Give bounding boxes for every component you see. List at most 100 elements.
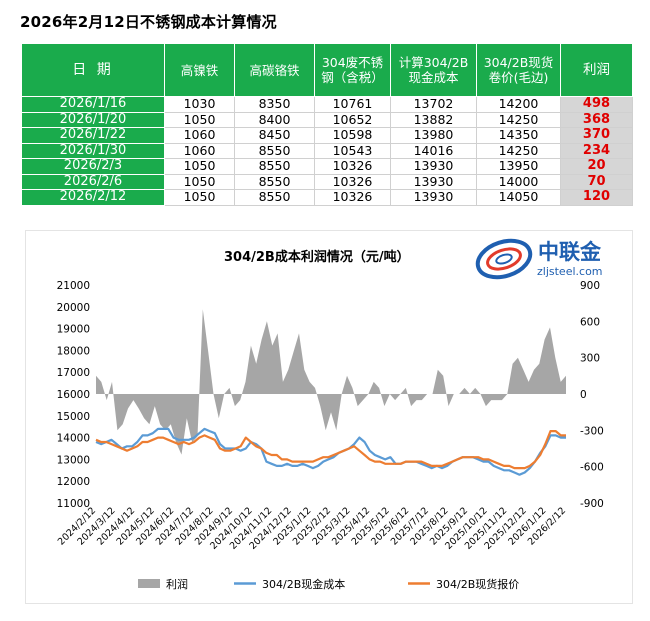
cost-table: 日 期 高镍铁 高碳铬铁 304废不锈钢（含税） 计算304/2B现金成本 30… [21,43,633,206]
table-cell: 13702 [390,96,477,113]
table-row: 2026/1/16 1030 8350 10761 13702 14200 498 [21,96,633,113]
chart-title: 304/2B成本利润情况（元/吨） [224,249,410,265]
cell-profit: 498 [560,96,633,113]
legend: 利润 304/2B现金成本 304/2B现货报价 [138,577,519,591]
table-row: 2026/2/6 1050 8550 10326 13930 14000 70 [21,173,633,190]
header-high-carbon-ferrochrome: 高碳铬铁 [234,43,315,97]
table-cell: 14350 [476,127,561,144]
table-cell: 14000 [476,173,561,190]
table-cell: 8350 [234,96,315,113]
table-cell: 10326 [314,158,391,175]
table-cell: 14200 [476,96,561,113]
y-left-tick-label: 19000 [57,324,90,336]
table-cell: 8550 [234,189,315,206]
cell-profit: 234 [560,142,633,159]
table-cell: 14250 [476,111,561,128]
table-cell: 1050 [164,111,235,128]
y-right-tick-label: 900 [580,280,600,292]
table-cell: 10326 [314,189,391,206]
cost-profit-chart: 304/2B成本利润情况（元/吨） 中联金 zljsteel.com 21000… [56,238,604,591]
table-cell: 10326 [314,173,391,190]
y-left-tick-label: 15000 [57,411,90,423]
table-cell: 10543 [314,142,391,159]
table-cell: 13980 [390,127,477,144]
table-cell: 8400 [234,111,315,128]
cell-date: 2026/1/16 [21,96,165,113]
table-cell: 14050 [476,189,561,206]
table-row: 2026/2/3 1050 8550 10326 13930 13950 20 [21,158,633,175]
header-high-nickel-iron: 高镍铁 [164,43,235,97]
cell-date: 2026/1/22 [21,127,165,144]
cell-date: 2026/1/30 [21,142,165,159]
legend-label: 利润 [166,577,188,591]
legend-label: 304/2B现货报价 [436,577,519,591]
table-cell: 13930 [390,173,477,190]
table-cell: 13930 [390,189,477,206]
y-left-tick-label: 14000 [57,433,90,445]
cell-profit: 70 [560,173,633,190]
legend-item-profit: 利润 [138,577,188,591]
table-cell: 13882 [390,111,477,128]
logo-name: 中联金 [538,240,602,264]
y-left-tick-label: 17000 [57,367,90,379]
table-cell: 1050 [164,158,235,175]
header-profit: 利润 [560,43,633,97]
y-right-tick-label: -900 [580,498,604,510]
series-profit-area [96,309,566,455]
table-cell: 14250 [476,142,561,159]
legend-label: 304/2B现金成本 [262,577,345,591]
cell-date: 2026/1/20 [21,111,165,128]
y-left-tick-label: 13000 [57,454,90,466]
legend-item-price: 304/2B现货报价 [408,577,519,591]
cell-profit: 370 [560,127,633,144]
table-cell: 1030 [164,96,235,113]
cell-profit: 120 [560,189,633,206]
table-cell: 1060 [164,142,235,159]
table-header-row: 日 期 高镍铁 高碳铬铁 304废不锈钢（含税） 计算304/2B现金成本 30… [21,43,633,97]
legend-swatch [138,579,160,588]
y-left-tick-label: 12000 [57,476,90,488]
cell-profit: 368 [560,111,633,128]
y-left-tick-label: 16000 [57,389,90,401]
y-left-tick-label: 20000 [57,302,90,314]
table-cell: 1050 [164,189,235,206]
cell-date: 2026/2/6 [21,173,165,190]
y-right-tick-label: 0 [580,389,587,401]
table-cell: 1050 [164,173,235,190]
table-row: 2026/1/30 1060 8550 10543 14016 14250 234 [21,142,633,159]
cell-date: 2026/2/12 [21,189,165,206]
page-title: 2026年2月12日不锈钢成本计算情况 [20,13,277,31]
table-cell: 1060 [164,127,235,144]
chart-container: 304/2B成本利润情况（元/吨） 中联金 zljsteel.com 21000… [25,230,633,604]
y-left-tick-label: 21000 [57,280,90,292]
table-cell: 8550 [234,158,315,175]
table-cell: 8450 [234,127,315,144]
series-price-line [95,430,566,470]
table-cell: 10652 [314,111,391,128]
header-spot-price: 304/2B现货卷价(毛边) [476,43,561,97]
table-cell: 13930 [390,158,477,175]
cell-profit: 20 [560,158,633,175]
table-cell: 14016 [390,142,477,159]
y-right-tick-label: 300 [580,353,600,365]
logo: 中联金 zljsteel.com [475,238,603,280]
table-cell: 8550 [234,173,315,190]
cell-date: 2026/2/3 [21,158,165,175]
y-right-tick-label: -300 [580,425,604,437]
table-row: 2026/1/20 1050 8400 10652 13882 14250 368 [21,111,633,128]
y-right-tick-label: -600 [580,462,604,474]
y-left-tick-label: 18000 [57,345,90,357]
table-cell: 10761 [314,96,391,113]
table-cell: 8550 [234,142,315,159]
y-right-tick-label: 600 [580,316,600,328]
table-row: 2026/1/22 1060 8450 10598 13980 14350 370 [21,127,633,144]
header-cash-cost: 计算304/2B现金成本 [390,43,477,97]
table-cell: 10598 [314,127,391,144]
header-date: 日 期 [21,43,165,97]
legend-item-cost: 304/2B现金成本 [234,577,345,591]
logo-swirl-icon [475,238,533,280]
header-scrap-steel: 304废不锈钢（含税） [314,43,391,97]
table-row: 2026/2/12 1050 8550 10326 13930 14050 120 [21,189,633,206]
y-left-tick-label: 11000 [57,498,90,510]
table-cell: 13950 [476,158,561,175]
